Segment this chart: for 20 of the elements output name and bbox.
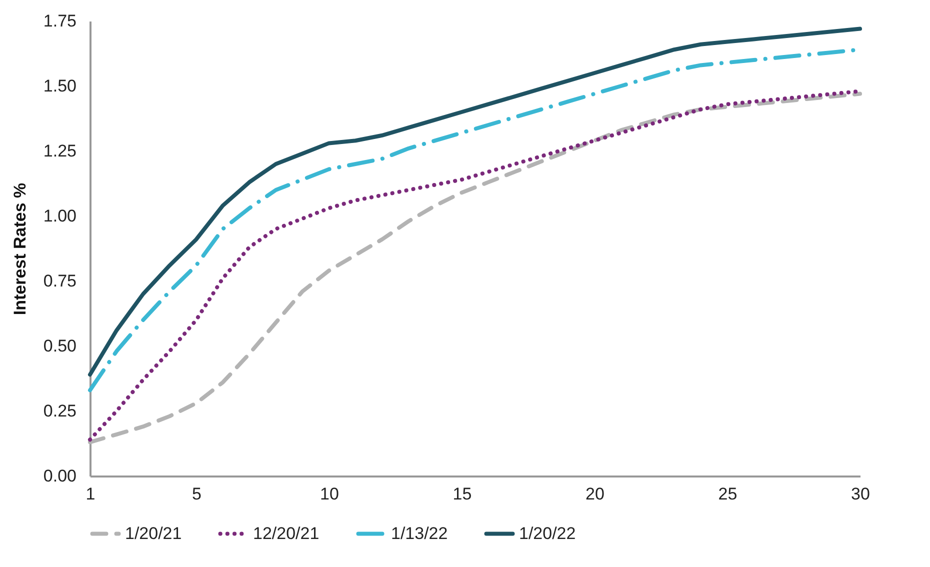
y-tick-label: 1.25 — [43, 142, 76, 160]
legend-label: 12/20/21 — [253, 524, 320, 543]
y-tick-label: 0.00 — [43, 466, 76, 486]
y-tick-label: 0.25 — [43, 402, 76, 420]
x-tick-label: 30 — [851, 484, 870, 504]
y-tick-label: 1.50 — [43, 76, 76, 96]
legend-label: 1/20/22 — [519, 524, 576, 543]
x-tick-label: 5 — [192, 484, 202, 504]
y-tick-label: 1.00 — [43, 206, 76, 226]
x-tick-label: 10 — [320, 484, 339, 504]
y-tick-label: 0.75 — [43, 272, 76, 290]
x-tick-label: 15 — [452, 484, 472, 504]
legend-label: 1/13/22 — [391, 524, 448, 543]
x-tick-label: 1 — [86, 484, 96, 504]
x-tick-label: 20 — [586, 484, 604, 504]
legend-label: 1/20/21 — [125, 524, 182, 543]
y-tick-label: 0.50 — [43, 336, 76, 356]
y-tick-label: 1.75 — [43, 12, 76, 30]
x-tick-label: 25 — [718, 484, 738, 504]
y-axis-title: Interest Rates % — [10, 182, 30, 316]
